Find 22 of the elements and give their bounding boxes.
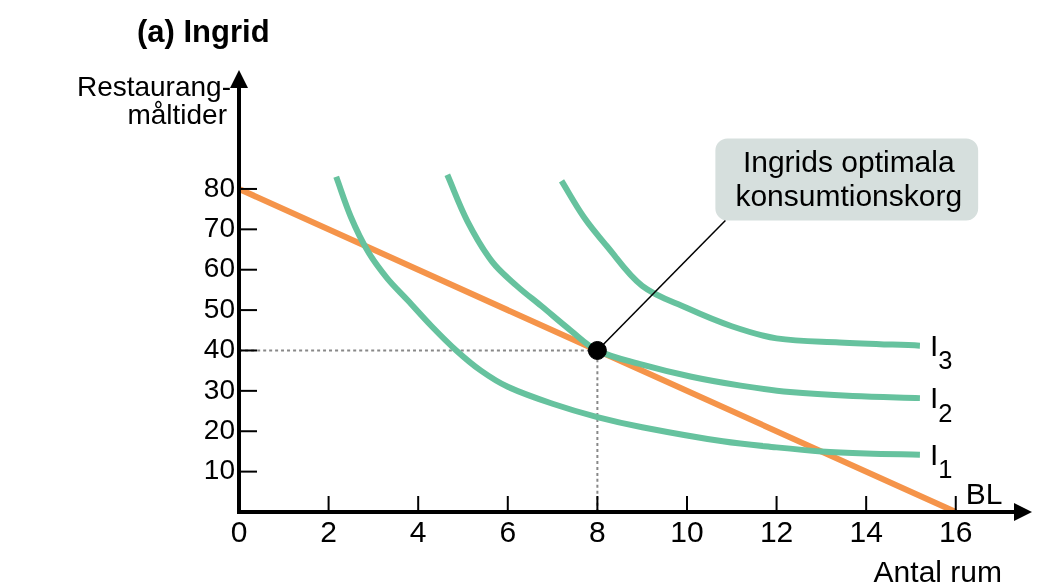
series-label: BL	[965, 477, 1003, 510]
y-tick-label: 50	[203, 292, 235, 324]
y-tick-label: 40	[203, 333, 235, 365]
y-tick-label: 10	[203, 454, 235, 486]
x-axis-title: Antal rum	[873, 555, 1002, 586]
chart-title: (a) Ingrid	[137, 14, 270, 49]
y-tick-label: 30	[203, 373, 235, 405]
x-tick-label: 4	[409, 515, 427, 549]
x-tick-label: 0	[230, 515, 248, 549]
y-tick-label: 80	[203, 171, 235, 203]
x-tick-label: 10	[670, 515, 704, 549]
annotation: Ingrids optimala konsumtionskorg	[735, 145, 963, 213]
x-tick-label: 2	[320, 515, 337, 549]
x-tick-label: 16	[939, 515, 973, 549]
y-axis-title: Restaurang- måltider	[76, 71, 231, 130]
y-tick-label: 20	[203, 413, 235, 445]
x-tick-label: 6	[499, 515, 517, 549]
y-tick-label: 60	[203, 252, 235, 284]
y-tick-label: 70	[203, 212, 235, 244]
x-tick-label: 14	[849, 515, 883, 549]
x-tick-label: 8	[589, 515, 606, 549]
x-tick-label: 12	[759, 515, 794, 549]
